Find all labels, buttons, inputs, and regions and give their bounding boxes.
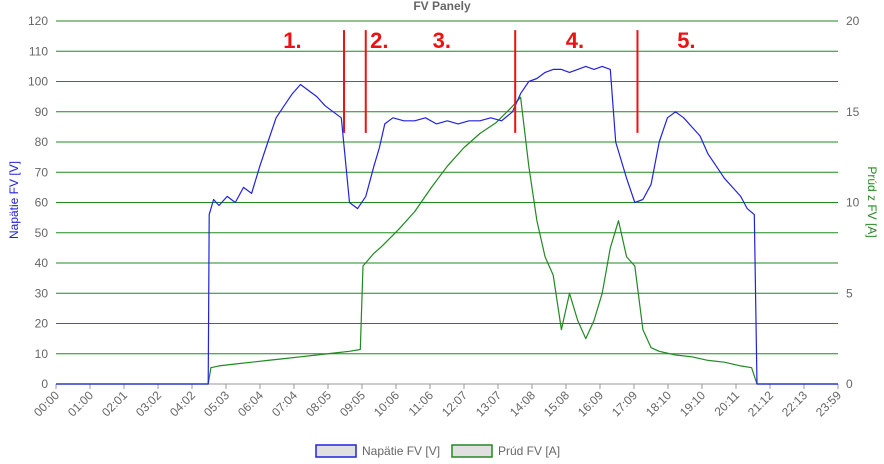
y-right-tick-label: 10: [846, 196, 860, 210]
x-tick-label: 08:05: [303, 388, 334, 419]
x-tick-label: 13:07: [473, 388, 504, 419]
x-tick-label: 15:08: [541, 388, 572, 419]
x-tick-label: 09:05: [337, 388, 368, 419]
y-right-tick-label: 5: [846, 286, 853, 300]
x-tick-label: 06:04: [235, 388, 266, 419]
phase-markers: 1. 2. 3. 4. 5.: [283, 28, 695, 53]
y-right-axis-title: Prúd z FV [A]: [865, 166, 879, 237]
legend-item-voltage[interactable]: Napätie FV [V]: [315, 444, 440, 458]
y-left-tick-label: 50: [35, 226, 49, 240]
x-tick-label: 01:00: [65, 388, 96, 419]
x-axis-ticks: 00:00 01:00 02:01 03:02 04:02 05:03 06:04 07:04…: [31, 383, 844, 419]
x-tick-label: 11:06: [406, 388, 437, 419]
x-tick-label: 22:13: [779, 388, 810, 419]
x-tick-label: 05:03: [201, 388, 232, 419]
x-tick-label: 10:06: [371, 388, 402, 419]
y-left-tick-label: 120: [28, 14, 48, 28]
y-left-tick-label: 40: [35, 256, 49, 270]
y-left-tick-label: 110: [29, 44, 48, 58]
y-left-tick-label: 20: [35, 317, 49, 331]
legend-label-voltage: Napätie FV [V]: [362, 444, 440, 458]
x-tick-label: 12:07: [439, 388, 470, 419]
phase-label: 2.: [370, 28, 388, 53]
x-tick-label: 18:10: [643, 388, 674, 419]
y-left-tick-label: 60: [35, 196, 49, 210]
y-left-tick-label: 70: [35, 165, 49, 179]
left-axis-ticks: 0 10 20 30 40 50 60 70 80 90 100 110 120: [28, 14, 48, 391]
series-layer: [56, 65, 838, 385]
y-right-tick-label: 15: [846, 105, 860, 119]
y-left-tick-label: 10: [35, 347, 49, 361]
grid-lines: [56, 20, 838, 385]
x-tick-label: 02:01: [99, 388, 130, 419]
x-tick-label: 14:08: [507, 388, 538, 419]
y-right-tick-label: 0: [846, 377, 853, 391]
x-tick-label: 21:12: [745, 388, 776, 419]
phase-label: 5.: [677, 28, 695, 53]
x-tick-label: 19:10: [677, 388, 708, 419]
x-tick-label: 03:02: [133, 388, 164, 419]
series-line-current: [56, 96, 838, 385]
legend-item-current[interactable]: Prúd FV [A]: [451, 444, 560, 458]
right-axis-ticks: 0 5 10 15 20: [846, 14, 860, 391]
x-tick-label: 20:11: [712, 388, 743, 419]
x-tick-label: 04:02: [167, 388, 198, 419]
legend[interactable]: Napätie FV [V] Prúd FV [A]: [315, 444, 560, 458]
phase-separators: [343, 30, 639, 133]
y-left-tick-label: 80: [35, 135, 49, 149]
phase-label: 1.: [283, 28, 301, 53]
phase-label: 3.: [433, 28, 451, 53]
y-left-tick-label: 0: [41, 377, 48, 391]
series-line-voltage: [56, 65, 838, 385]
legend-swatch-current: [451, 444, 493, 458]
chart-title: FV Panely: [413, 0, 471, 13]
phase-label: 4.: [566, 28, 584, 53]
x-tick-label: 16:09: [575, 388, 606, 419]
x-tick-label: 07:04: [269, 388, 300, 419]
x-tick-label: 00:00: [31, 388, 62, 419]
y-left-axis-title: Napätie FV [V]: [7, 161, 21, 239]
legend-label-current: Prúd FV [A]: [498, 444, 560, 458]
y-right-tick-label: 20: [846, 14, 860, 28]
x-tick-label: 23:59: [813, 388, 844, 419]
y-left-tick-label: 100: [28, 75, 48, 89]
y-left-tick-label: 30: [35, 286, 49, 300]
y-left-tick-label: 90: [35, 105, 49, 119]
legend-swatch-voltage: [315, 444, 357, 458]
x-tick-label: 17:09: [609, 388, 640, 419]
